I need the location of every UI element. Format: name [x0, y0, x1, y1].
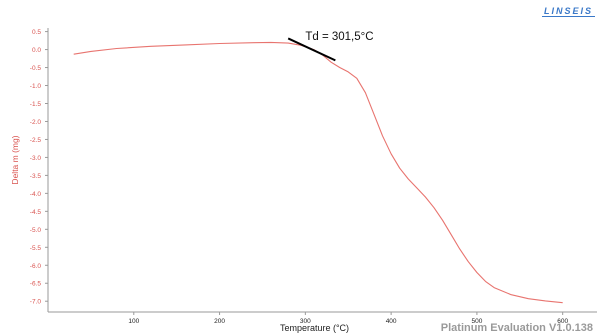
y-tick-label: -7.0 — [30, 299, 42, 306]
y-tick-label: -4.5 — [30, 209, 42, 216]
y-tick-label: -1.5 — [30, 101, 42, 108]
y-tick-label: -5.0 — [30, 227, 42, 234]
annotation-layer: Td = 301,5°C — [287, 31, 374, 62]
y-tick-label: -0.5 — [30, 65, 42, 72]
linseis-logo: LINSEIS — [541, 6, 595, 17]
onset-temperature-label: Td = 301,5°C — [305, 31, 373, 43]
y-tick-label: -4.0 — [30, 191, 42, 198]
ticks-layer: 0.5 0.0 -0.5 -1.0 -1.5 -2.0 -2.5 -3.0 -3.5 -4.0 -4… — [30, 29, 569, 325]
y-tick-label: -3.5 — [30, 173, 42, 180]
x-tick-label: 400 — [386, 318, 397, 325]
x-tick-label: 200 — [214, 318, 225, 325]
y-tick-label: -2.0 — [30, 119, 42, 126]
y-tick-label: 0.0 — [32, 47, 41, 54]
axes-layer: Temperature (°C) Delta m (mg) — [10, 28, 597, 333]
x-axis-title: Temperature (°C) — [280, 323, 349, 333]
series-layer — [73, 41, 563, 304]
y-tick-label: -3.0 — [30, 155, 42, 162]
y-tick-label: -2.5 — [30, 137, 42, 144]
y-tick-label: -6.5 — [30, 281, 42, 288]
x-tick-label: 600 — [557, 318, 568, 325]
series-line-0 — [73, 41, 563, 304]
x-tick-label: 100 — [128, 318, 139, 325]
x-tick-label: 500 — [471, 318, 482, 325]
y-tick-label: -1.0 — [30, 83, 42, 90]
y-tick-label: -6.0 — [30, 263, 42, 270]
y-tick-label: 0.5 — [32, 29, 41, 36]
x-tick-label: 300 — [300, 318, 311, 325]
y-axis-title: Delta m (mg) — [10, 135, 20, 184]
onset-tangent-line — [287, 37, 336, 62]
version-label: Platinum Evaluation V1.0.138 — [440, 322, 593, 334]
y-tick-label: -5.5 — [30, 245, 42, 252]
